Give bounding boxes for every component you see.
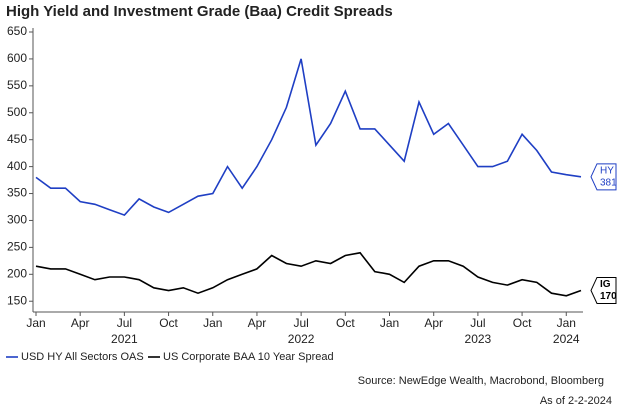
- y-tick-label: 250: [7, 240, 27, 254]
- x-tick-label: Jan: [380, 316, 399, 330]
- x-tick-label: Jan: [557, 316, 576, 330]
- line: [35, 251, 582, 297]
- y-tick-label: 300: [7, 213, 27, 227]
- y-tick-label: 450: [7, 132, 27, 146]
- x-tick-label: Apr: [248, 316, 267, 330]
- source: Source: NewEdge Wealth, Macrobond, Bloom…: [358, 375, 604, 387]
- y-tick-label: 600: [7, 51, 27, 65]
- x-tick-label: Jul: [293, 316, 308, 330]
- end-label-name: IG: [600, 279, 611, 290]
- line: [35, 58, 582, 217]
- x-group-label: 2021: [111, 332, 138, 346]
- note: As of 2-2-2024: [540, 395, 612, 407]
- x-tick-label: Apr: [424, 316, 443, 330]
- end-label-value: 381: [600, 177, 617, 188]
- y-tick-label: 500: [7, 105, 27, 119]
- end-label-box: [590, 163, 617, 191]
- x-tick-label: Oct: [513, 316, 532, 330]
- end-label-name: HY: [600, 165, 614, 176]
- y-tick-label: 400: [7, 159, 27, 173]
- x-tick-label: Jul: [470, 316, 485, 330]
- y-tick-label: 350: [7, 186, 27, 200]
- y-tick-label: 650: [7, 24, 27, 38]
- y-tick-label: 200: [7, 266, 27, 280]
- x-group-label: 2024: [553, 332, 580, 346]
- y-tick-label: 150: [7, 293, 27, 307]
- x-group-label: 2023: [465, 332, 492, 346]
- x-tick-label: Apr: [71, 316, 90, 330]
- end-label-value: 170: [600, 291, 617, 302]
- x-tick-label: Jul: [117, 316, 132, 330]
- x-tick-label: Jan: [203, 316, 222, 330]
- legend-label: USD HY All Sectors OAS: [21, 351, 144, 363]
- x-tick-label: Oct: [159, 316, 178, 330]
- end-label-box: [590, 276, 617, 304]
- x-tick-label: Jan: [26, 316, 45, 330]
- legend-label: US Corporate BAA 10 Year Spread: [163, 351, 334, 363]
- y-tick-label: 550: [7, 78, 27, 92]
- x-group-label: 2022: [288, 332, 315, 346]
- x-tick-label: Oct: [336, 316, 355, 330]
- chart-title: High Yield and Investment Grade (Baa) Cr…: [6, 3, 393, 20]
